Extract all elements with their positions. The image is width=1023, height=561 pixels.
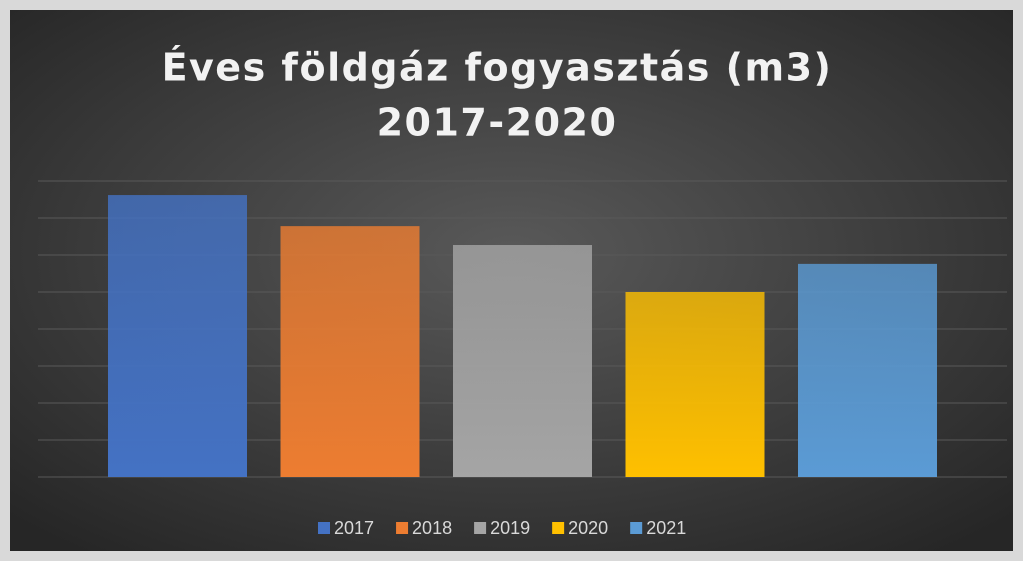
chart-title: Éves földgáz fogyasztás (m3) [162, 46, 833, 90]
bar [280, 226, 420, 477]
legend-swatch [474, 522, 487, 534]
legend-swatch [318, 522, 330, 534]
legend-label: 2018 [412, 518, 452, 538]
legend-swatch [552, 522, 565, 534]
bar [453, 245, 592, 477]
legend-label: 2020 [568, 518, 608, 538]
bar [108, 195, 247, 477]
legend-swatch [630, 522, 643, 534]
bar [625, 292, 765, 477]
legend-label: 2019 [490, 518, 530, 538]
legend-swatch [396, 522, 409, 534]
chart-title: 2017-2020 [377, 101, 618, 145]
bar [798, 263, 937, 477]
legend-label: 2017 [334, 518, 374, 538]
legend-label: 2021 [646, 518, 686, 538]
